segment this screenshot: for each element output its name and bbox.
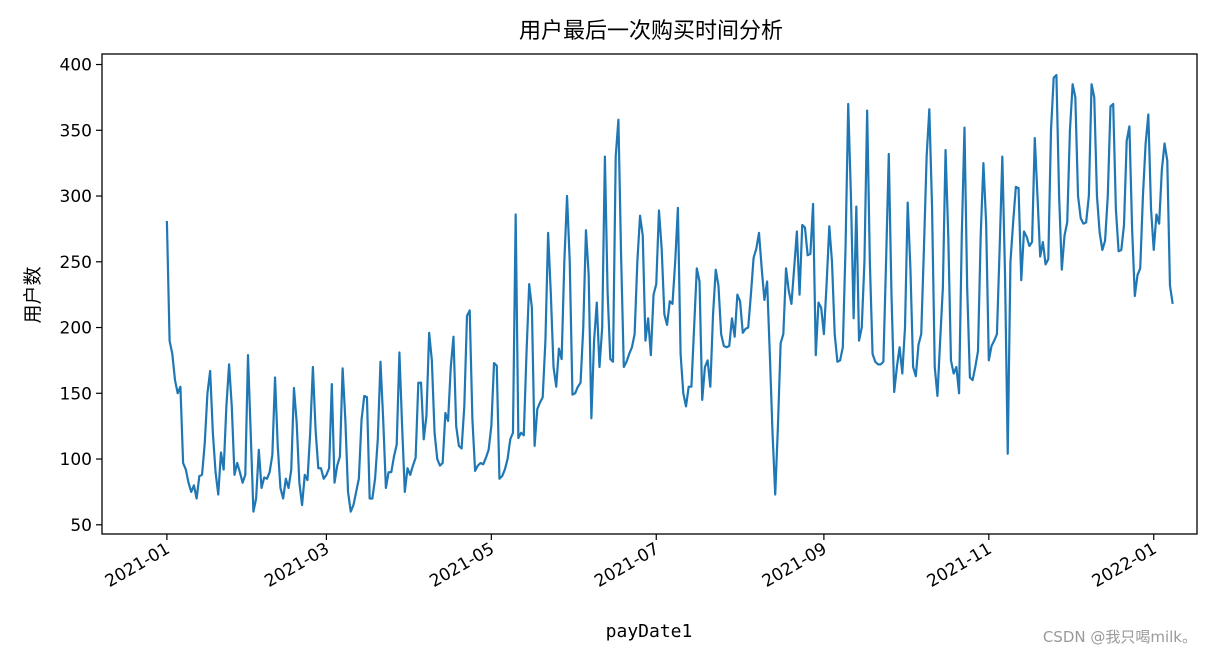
x-tick-label: 2021-11 (924, 539, 996, 592)
y-tick-label: 100 (60, 450, 92, 470)
x-axis: 2021-01 2021-03 2021-05 2021-07 2021-09 2021-… (102, 534, 1160, 592)
series-layer (165, 73, 1174, 513)
y-tick-label: 250 (60, 253, 92, 273)
x-tick-label: 2022-01 (1089, 539, 1161, 592)
y-tick-label: 150 (60, 384, 92, 404)
y-tick-label: 400 (60, 56, 92, 76)
x-tick-label: 2021-09 (759, 539, 831, 592)
chart-title: 用户最后一次购买时间分析 (519, 19, 783, 44)
watermark: CSDN @我只喝milk。 (1042, 628, 1197, 646)
plot-area (101, 53, 1198, 535)
x-tick-label: 2021-01 (102, 539, 174, 592)
y-tick-label: 200 (60, 319, 92, 339)
x-tick-label: 2021-05 (426, 539, 498, 592)
x-tick-label: 2021-07 (591, 539, 663, 592)
y-tick-label: 300 (60, 187, 92, 207)
y-axis: 50 100 150 200 250 300 350 400 (60, 56, 102, 536)
series-line (165, 73, 1174, 513)
y-tick-label: 50 (70, 516, 92, 536)
x-axis-title: payDate1 (606, 621, 693, 642)
y-tick-label: 350 (60, 121, 92, 141)
y-axis-title: 用户数 (22, 266, 44, 323)
x-tick-label: 2021-03 (261, 539, 333, 592)
